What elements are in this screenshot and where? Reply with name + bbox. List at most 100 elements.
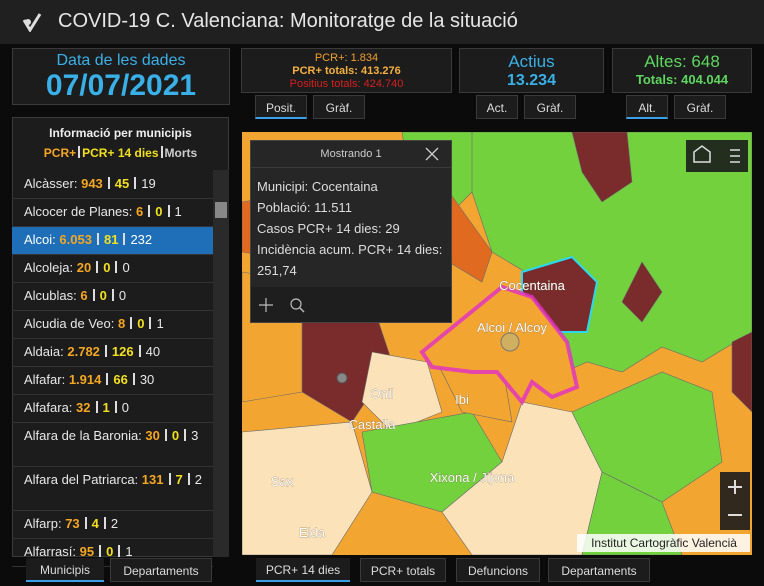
separator <box>167 205 170 217</box>
municipality: Alcoi: <box>24 232 56 247</box>
legend-item: Morts <box>164 146 198 160</box>
tab[interactable]: Gràf. <box>674 95 726 119</box>
close-button[interactable] <box>425 147 439 161</box>
tab[interactable]: Act. <box>476 95 518 119</box>
pcr-14: 0 <box>99 288 107 303</box>
separator <box>107 177 110 189</box>
pcr: 6.053 <box>59 232 92 247</box>
pcr: 2.782 <box>67 344 100 359</box>
map-label: Ibi <box>455 392 469 407</box>
separator <box>114 401 117 413</box>
separator <box>148 205 151 217</box>
discharge-panel: Altes: 648 Totals: 404.044 <box>612 48 752 93</box>
date-panel: Data de les dades 07/07/2021 <box>12 48 230 105</box>
popup-line: Municipi: Cocentaina <box>257 179 378 194</box>
separator <box>187 473 190 485</box>
separator <box>184 429 187 441</box>
municipality: Alfafara: <box>24 400 73 415</box>
municipality: Alfara de la Baronia: <box>24 428 142 443</box>
separator <box>138 345 141 357</box>
separator <box>134 177 137 189</box>
list-row[interactable]: Alcàsser: 943 45 19 <box>12 171 213 199</box>
tab[interactable]: Posit. <box>255 95 307 119</box>
tab[interactable]: PCR+ totals <box>360 558 446 582</box>
municipality: Alcudia de Veo: <box>24 316 115 331</box>
list-row[interactable]: Alfafar: 1.914 66 30 <box>12 367 213 395</box>
map-label: Elda <box>299 525 326 540</box>
tab[interactable]: Defuncions <box>456 558 540 582</box>
pcr: 6 <box>80 288 88 303</box>
separator <box>96 261 99 273</box>
tab[interactable]: Departaments <box>548 558 650 582</box>
pcr-14: 0 <box>106 544 114 559</box>
deaths: 0 <box>118 288 127 303</box>
date-label: Data de les dades <box>56 52 186 69</box>
list-row[interactable]: Alcoi: 6.053 81 232 <box>12 227 213 255</box>
tab[interactable]: Departaments <box>110 558 212 582</box>
map-label: Xixona / Jijona <box>430 470 515 485</box>
scrollbar[interactable] <box>213 170 229 557</box>
map-label: Alcoi / Alcoy <box>477 320 548 335</box>
deaths: 232 <box>130 232 153 247</box>
separator <box>164 429 167 441</box>
popup-title: Mostrando 1 <box>251 141 451 168</box>
separator <box>130 317 133 329</box>
active-panel: Actius 13.234 <box>459 48 604 93</box>
list-row[interactable]: Alfara del Patriarca: 131 7 2 <box>12 467 213 511</box>
pcr: 20 <box>76 260 92 275</box>
deaths: 3 <box>191 428 199 443</box>
list-button[interactable] <box>730 149 740 163</box>
list-row[interactable]: Alcoleja: 20 0 0 <box>12 255 213 283</box>
pcr: 32 <box>76 400 91 415</box>
pcr-14: 126 <box>111 344 134 359</box>
pcr: 95 <box>79 544 95 559</box>
pcr: 943 <box>81 176 103 191</box>
list-row[interactable]: Alfarp: 73 4 2 <box>12 511 213 539</box>
separator <box>168 473 171 485</box>
popup-line: Incidència acum. PCR+ 14 dies: 251,74 <box>257 242 443 278</box>
popup-body: Municipi: Cocentaina Població: 11.511 Ca… <box>251 168 451 281</box>
list-title: Informació per municipis <box>49 126 192 140</box>
list-row[interactable]: Aldaia: 2.782 126 40 <box>12 339 213 367</box>
list-row[interactable]: Alfara de la Baronia: 30 0 3 <box>12 423 213 467</box>
separator <box>106 373 109 385</box>
list-panel: Informació per municipis PCR+ PCR+ 14 die… <box>12 117 229 557</box>
municipality: Aldaia: <box>24 344 64 359</box>
municipality: Alcoleja: <box>24 260 74 275</box>
deaths: 19 <box>141 176 156 191</box>
pcr: 1.914 <box>68 372 102 387</box>
pcr: 131 <box>141 472 164 487</box>
logo-icon <box>22 13 42 32</box>
header: COVID-19 C. Valenciana: Monitoratge de l… <box>0 0 764 44</box>
pcr-14: 1 <box>102 400 110 415</box>
map-label: Onil <box>370 386 393 401</box>
map-label: Castalla <box>349 417 397 432</box>
tab[interactable]: Gràf. <box>313 95 365 119</box>
separator <box>103 517 106 529</box>
pcr-14: 0 <box>103 260 111 275</box>
home-button[interactable] <box>693 145 711 163</box>
pcr-14: 66 <box>113 372 128 387</box>
tab[interactable]: Municipis <box>26 558 104 582</box>
tab[interactable]: Alt. <box>626 95 668 119</box>
pcr-14: 45 <box>114 176 130 191</box>
zoom-buttons[interactable] <box>728 480 742 516</box>
popup: Mostrando 1 Municipi: Cocentaina Poblaci… <box>250 140 452 323</box>
tab[interactable]: PCR+ 14 dies <box>256 558 350 582</box>
deaths: 30 <box>139 372 155 387</box>
pcr-14: 7 <box>175 472 183 487</box>
separator <box>111 289 114 301</box>
tab[interactable]: Gràf. <box>524 95 576 119</box>
list-row[interactable]: Alfafara: 32 1 0 <box>12 395 213 423</box>
popup-line: Població: 11.511 <box>257 200 352 215</box>
deaths: 1 <box>174 204 182 219</box>
separator <box>118 545 121 557</box>
separator <box>96 233 99 245</box>
pcr: 6 <box>136 204 144 219</box>
popup-line: Casos PCR+ 14 dies: 29 <box>257 221 400 236</box>
separator <box>132 373 135 385</box>
separator <box>115 261 118 273</box>
